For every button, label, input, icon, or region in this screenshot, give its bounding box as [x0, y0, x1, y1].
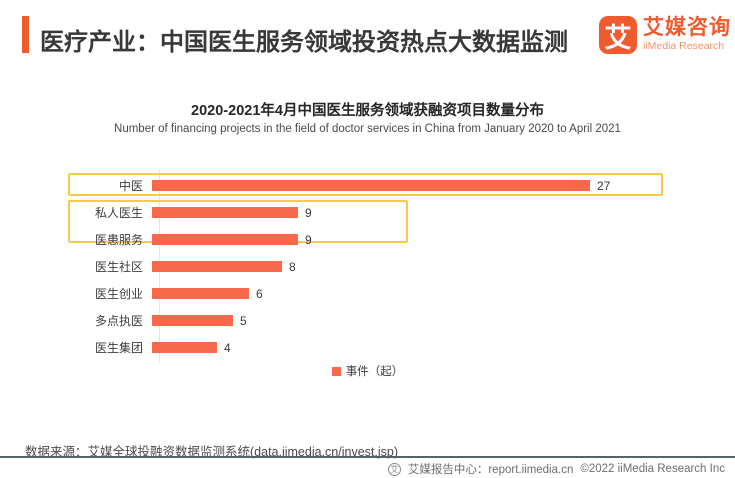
- brand-block: 艾媒咨询 iiMedia Research: [643, 17, 731, 52]
- category-label: 多点执医: [94, 314, 143, 328]
- chart-row: 医生集团 4: [0, 334, 735, 361]
- chart-title: 2020-2021年4月中国医生服务领域获融资项目数量分布: [191, 103, 544, 119]
- data-source-note: 数据来源：艾媒全球投融资数据监测系统(data.iimedia.cn/inves…: [25, 445, 398, 459]
- footer-bar: 艾 艾媒报告中心：report.iimedia.cn ©2022 iiMedia…: [387, 461, 725, 477]
- brand-name-en: iiMedia Research: [643, 40, 725, 52]
- bar: [152, 288, 249, 299]
- chart-row: 私人医生 9: [0, 199, 735, 226]
- mini-logo-glyph: 艾: [390, 464, 399, 474]
- category-label: 医生集团: [94, 341, 143, 355]
- header-accent-bar: [22, 16, 29, 53]
- report-center-text: 艾媒报告中心：report.iimedia.cn: [407, 464, 574, 476]
- chart-rows: 中医 27 私人医生 9 医患服务 9 医生社区 8 医生创业 6 多点执医 5 医生集团 4: [0, 172, 735, 361]
- value-label: 4: [224, 340, 231, 355]
- bar: [152, 261, 282, 272]
- bar: [152, 234, 298, 245]
- highlight-box-top: [68, 173, 663, 196]
- chart-subtitle: Number of financing projects in the fiel…: [114, 123, 621, 135]
- category-label: 医患服务: [94, 233, 143, 247]
- value-label: 27: [597, 178, 611, 193]
- page-title: 医疗产业：中国医生服务领域投资热点大数据监测: [40, 29, 568, 56]
- brand-name-cn: 艾媒咨询: [643, 16, 731, 39]
- value-label: 5: [240, 313, 247, 328]
- iimedia-mini-logo-icon: 艾: [387, 462, 401, 476]
- footer-divider: [0, 456, 735, 458]
- chart-legend: 事件（起）: [0, 363, 735, 379]
- chart-row: 医生创业 6: [0, 280, 735, 307]
- category-label: 中医: [118, 179, 143, 193]
- chart-row: 多点执医 5: [0, 307, 735, 334]
- legend-swatch-icon: [331, 366, 341, 376]
- bar: [152, 207, 298, 218]
- chart-row: 医生社区 8: [0, 253, 735, 280]
- category-label: 医生社区: [94, 260, 143, 274]
- logo-glyph: 艾: [604, 22, 632, 53]
- bar: [152, 180, 590, 191]
- category-label: 医生创业: [94, 287, 143, 301]
- iimedia-logo-icon: 艾: [599, 16, 637, 54]
- value-label: 9: [305, 232, 312, 247]
- chart-row: 医患服务 9: [0, 226, 735, 253]
- legend-label: 事件（起）: [345, 366, 404, 378]
- chart-row: 中医 27: [0, 172, 735, 199]
- bar: [152, 315, 233, 326]
- category-label: 私人医生: [94, 206, 143, 220]
- bar: [152, 342, 217, 353]
- copyright-text: ©2022 iiMedia Research Inc: [580, 463, 725, 475]
- bar-chart: 中医 27 私人医生 9 医患服务 9 医生社区 8 医生创业 6 多点执医 5 医生集团 4: [0, 170, 735, 363]
- value-label: 6: [256, 286, 263, 301]
- value-label: 8: [289, 259, 296, 274]
- value-label: 9: [305, 205, 312, 220]
